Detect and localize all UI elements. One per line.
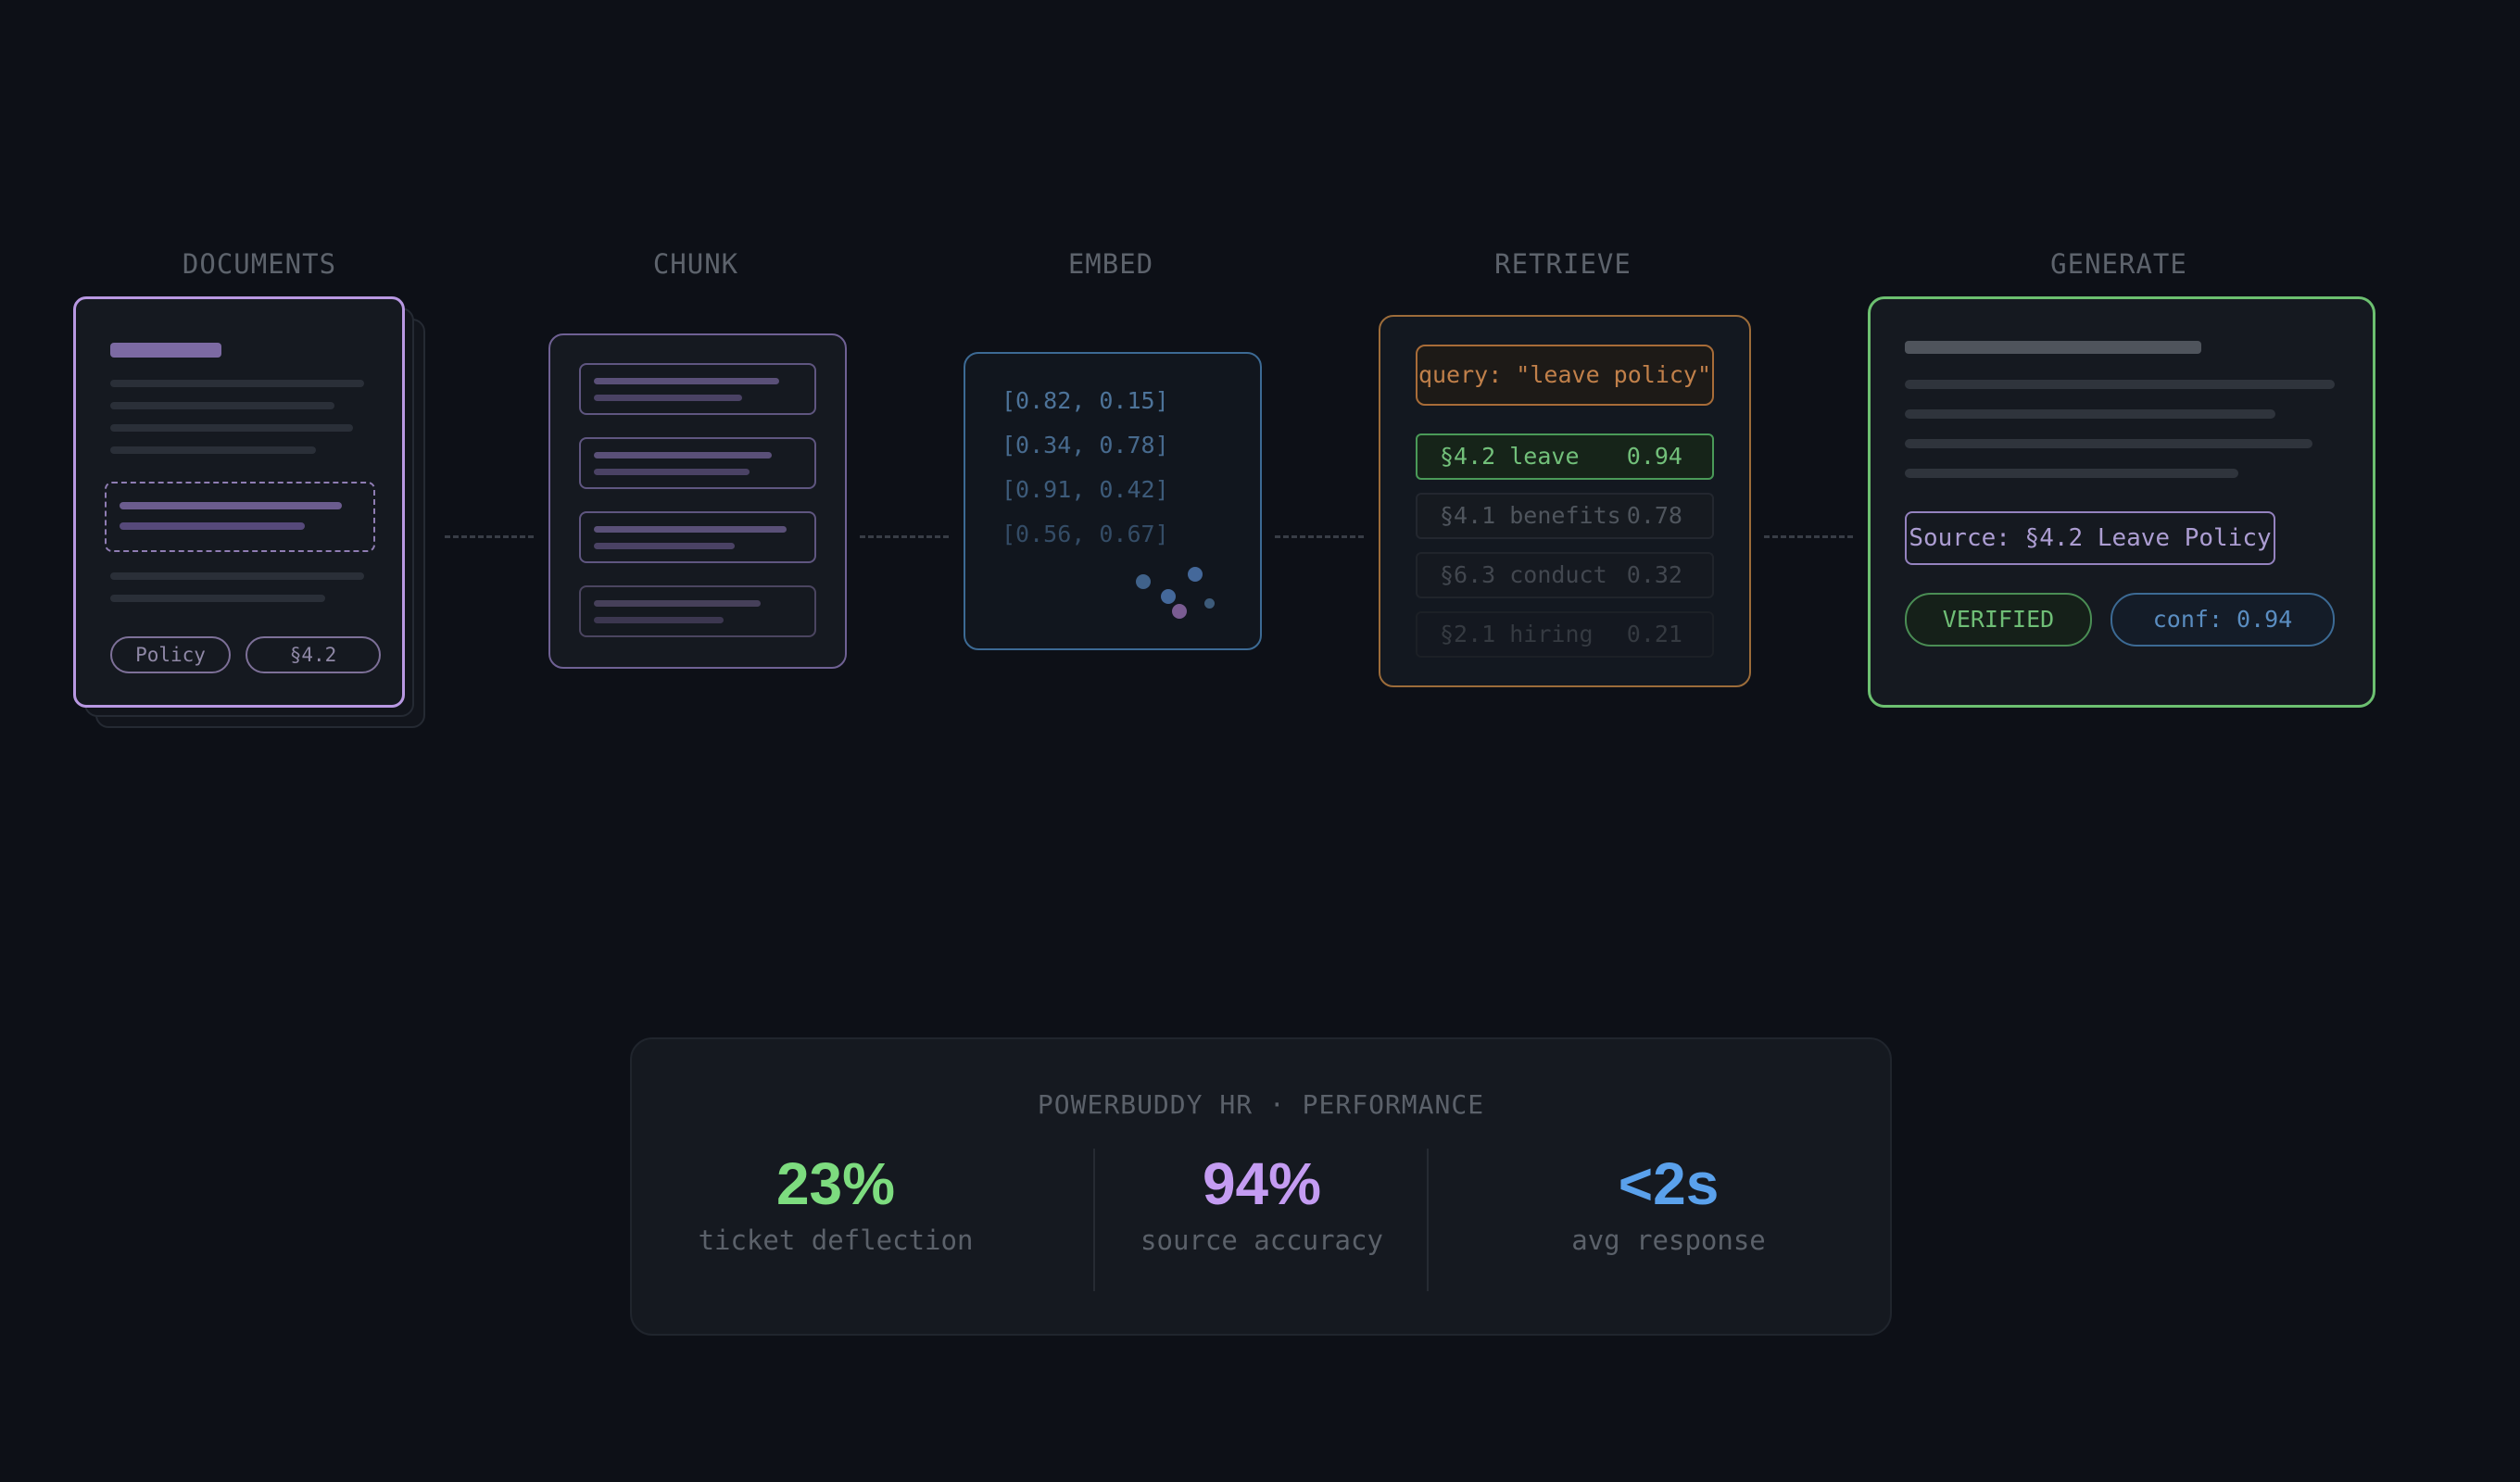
- metric-source-accuracy: 94% source accuracy: [1030, 1147, 1493, 1256]
- retrieve-query: query: "leave policy": [1416, 345, 1714, 406]
- stage-label-generate: GENERATE: [2050, 248, 2187, 280]
- generated-text-line: [1905, 439, 2312, 448]
- retrieve-result-row: §4.1 benefits 0.78: [1416, 493, 1714, 539]
- connector-chunk-embed: [860, 535, 949, 538]
- stage-label-chunk: CHUNK: [652, 248, 739, 280]
- chunk-item: [579, 585, 816, 637]
- connector-retrieve-generate: [1764, 535, 1853, 538]
- embedding-vector: [0.91, 0.42]: [1002, 476, 1169, 503]
- chunk-text-line: [594, 452, 772, 458]
- generated-text-line: [1905, 409, 2275, 419]
- metric-value: <2s: [1618, 1150, 1720, 1217]
- generated-text-line: [1905, 469, 2238, 478]
- stage-label-embed: EMBED: [1067, 248, 1154, 280]
- document-text-line: [110, 446, 316, 454]
- embedding-vector: [0.82, 0.15]: [1002, 387, 1169, 414]
- chunk-text-line: [594, 600, 761, 607]
- embedding-point: [1188, 567, 1203, 582]
- verified-badge: VERIFIED: [1905, 593, 2092, 647]
- document-text-line: [110, 424, 353, 432]
- chunk-text-line: [594, 469, 750, 475]
- embedding-vector: [0.56, 0.67]: [1002, 521, 1169, 547]
- chunk-item: [579, 437, 816, 489]
- retrieve-result-score: 0.32: [1626, 561, 1682, 588]
- performance-panel: POWERBUDDY HR · PERFORMANCE 23% ticket d…: [630, 1037, 1892, 1336]
- metric-label: ticket deflection: [698, 1225, 974, 1256]
- connector-embed-retrieve: [1275, 535, 1364, 538]
- document-text-line: [110, 402, 334, 409]
- retrieve-result-label: §4.1 benefits: [1440, 502, 1621, 529]
- metric-value: 94%: [1202, 1150, 1322, 1217]
- chunk-item: [579, 511, 816, 563]
- chunk-text-line: [594, 526, 787, 533]
- retrieve-result-label: §2.1 hiring: [1440, 621, 1594, 647]
- generate-card: Source: §4.2 Leave Policy VERIFIED conf:…: [1868, 296, 2375, 708]
- document-highlight-region: [105, 482, 375, 552]
- generated-title-bar: [1905, 341, 2201, 354]
- document-tag-policy: Policy: [110, 636, 231, 673]
- document-card: Policy §4.2: [73, 296, 405, 708]
- retrieve-result-score: 0.21: [1626, 621, 1682, 647]
- chunk-text-line: [594, 617, 724, 623]
- embedding-point: [1136, 574, 1151, 589]
- metric-divider: [1093, 1149, 1095, 1291]
- embedding-vector: [0.34, 0.78]: [1002, 432, 1169, 458]
- metric-value: 23%: [775, 1150, 896, 1217]
- highlight-text-line: [120, 522, 305, 530]
- metric-divider: [1427, 1149, 1429, 1291]
- retrieve-result-row: §6.3 conduct 0.32: [1416, 552, 1714, 598]
- retrieve-result-label: §4.2 leave: [1440, 443, 1580, 470]
- retrieve-result-row: §4.2 leave 0.94: [1416, 433, 1714, 480]
- metric-label: source accuracy: [1140, 1225, 1383, 1256]
- embedding-point: [1161, 589, 1176, 604]
- document-title-bar: [110, 343, 221, 358]
- retrieve-card: query: "leave policy" §4.2 leave 0.94 §4…: [1379, 315, 1751, 687]
- retrieve-result-label: §6.3 conduct: [1440, 561, 1607, 588]
- connector-documents-chunk: [445, 535, 534, 538]
- stage-label-documents: DOCUMENTS: [182, 248, 337, 280]
- retrieve-result-score: 0.94: [1626, 443, 1682, 470]
- document-text-line: [110, 380, 364, 387]
- metric-avg-response: <2s avg response: [1437, 1147, 1900, 1256]
- source-citation: Source: §4.2 Leave Policy: [1905, 511, 2275, 565]
- chunk-text-line: [594, 378, 779, 384]
- chunk-text-line: [594, 543, 735, 549]
- retrieve-result-score: 0.78: [1626, 502, 1682, 529]
- chunk-card: [548, 333, 847, 669]
- generated-text-line: [1905, 380, 2335, 389]
- chunk-text-line: [594, 395, 742, 401]
- metric-ticket-deflection: 23% ticket deflection: [604, 1147, 1067, 1256]
- document-tag-section: §4.2: [246, 636, 381, 673]
- embed-card: [0.82, 0.15] [0.34, 0.78] [0.91, 0.42] […: [964, 352, 1262, 650]
- metric-label: avg response: [1571, 1225, 1766, 1256]
- highlight-text-line: [120, 502, 342, 509]
- document-text-line: [110, 595, 325, 602]
- embedding-point: [1204, 598, 1215, 609]
- stage-label-retrieve: RETRIEVE: [1494, 248, 1632, 280]
- chunk-item: [579, 363, 816, 415]
- retrieve-result-row: §2.1 hiring 0.21: [1416, 611, 1714, 658]
- performance-title: POWERBUDDY HR · PERFORMANCE: [1037, 1089, 1485, 1120]
- embedding-point-query: [1172, 604, 1187, 619]
- confidence-badge: conf: 0.94: [2110, 593, 2335, 647]
- document-text-line: [110, 572, 364, 580]
